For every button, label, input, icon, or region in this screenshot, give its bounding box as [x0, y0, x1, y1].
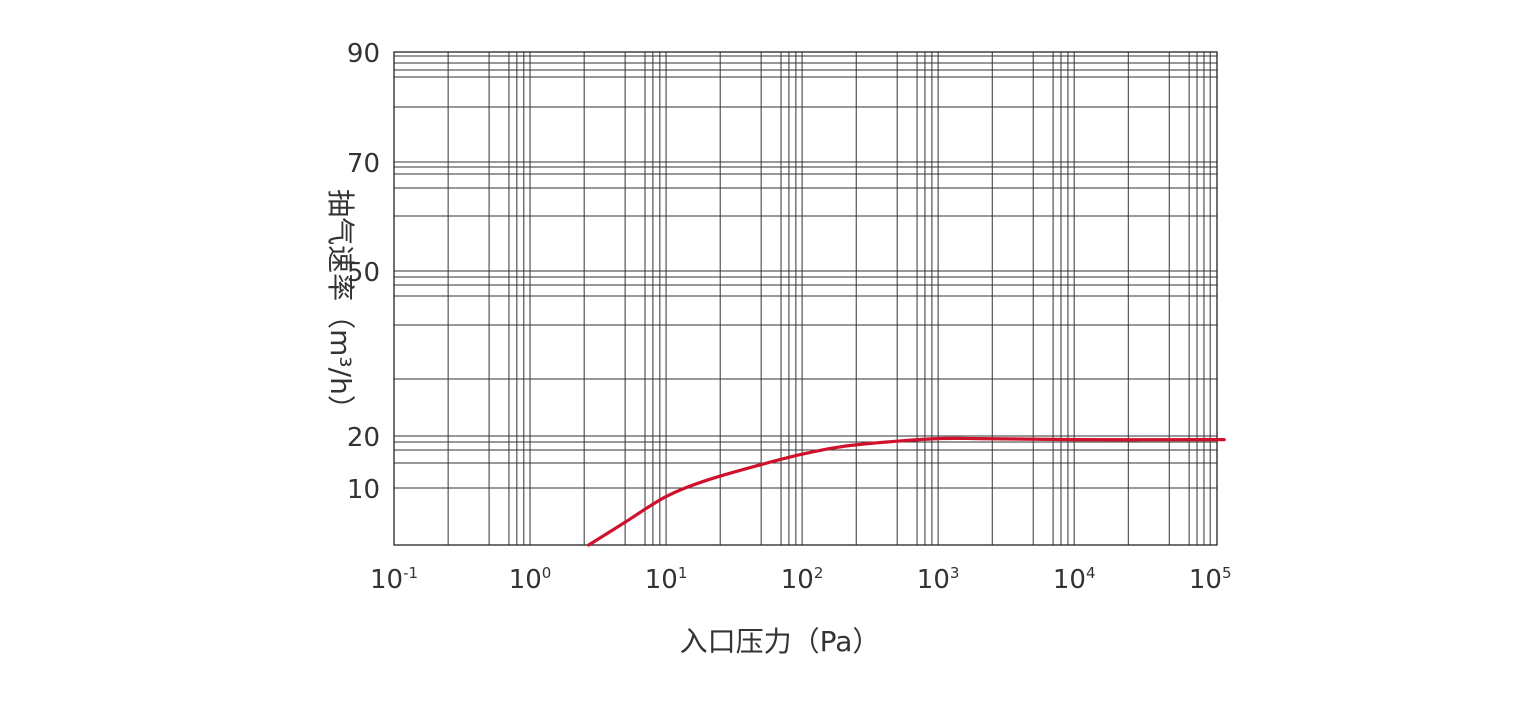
series-line: [589, 438, 1224, 545]
y-tick-label: 10: [347, 475, 380, 505]
x-axis-label: 入口压力（Pa）: [680, 625, 881, 658]
x-tick-label: 10-1: [370, 564, 418, 595]
x-tick-label: 100: [509, 564, 552, 595]
plot-frame: [394, 52, 1217, 545]
x-tick-label: 104: [1053, 564, 1096, 595]
grid-layer: [394, 52, 1217, 545]
y-tick-label: 70: [347, 149, 380, 179]
y-tick-label: 20: [347, 423, 380, 453]
x-tick-label: 103: [917, 564, 960, 595]
x-tick-label: 102: [781, 564, 824, 595]
x-tick-label: 105: [1189, 564, 1232, 595]
series-layer: [589, 438, 1224, 545]
y-axis-label: 抽气速率（m³/h）: [324, 189, 357, 423]
x-tick-label: 101: [645, 564, 688, 595]
y-tick-label: 90: [347, 39, 380, 69]
axis-layer: [394, 52, 1217, 545]
